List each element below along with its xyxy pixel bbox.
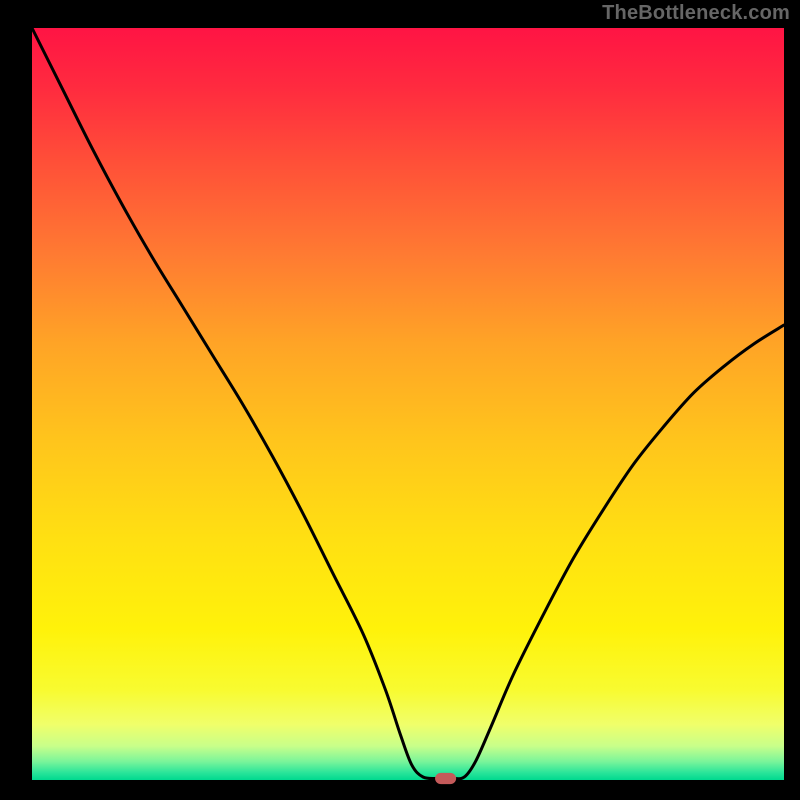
chart-gradient-bg [32,28,784,780]
watermark-text: TheBottleneck.com [602,2,790,25]
optimal-marker [435,773,456,784]
chart-canvas: TheBottleneck.com [0,0,800,800]
chart-svg [0,0,800,800]
